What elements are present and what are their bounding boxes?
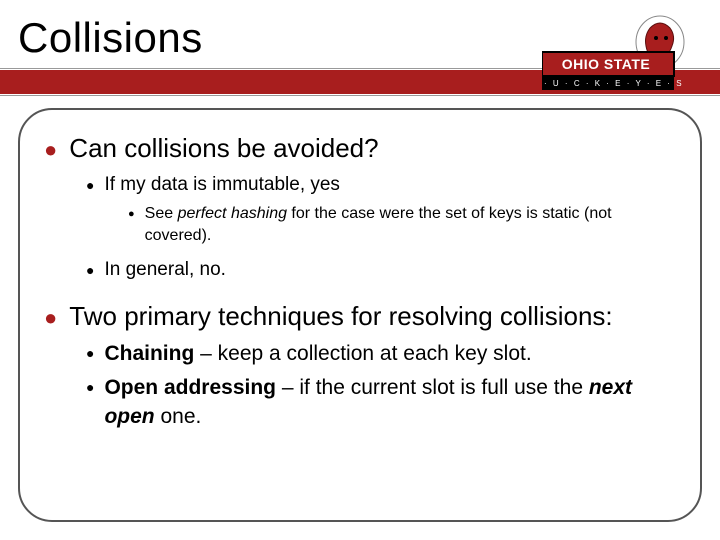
bullet-dot-icon: ● xyxy=(86,261,94,283)
bullet-dot-icon: ● xyxy=(44,136,57,166)
bullet-l2: ● Chaining – keep a collection at each k… xyxy=(86,340,676,368)
logo-top-text: OHIO STATE xyxy=(562,56,650,72)
text-run-bold: Chaining xyxy=(104,342,194,365)
bullet-text: Two primary techniques for resolving col… xyxy=(69,300,676,334)
text-run: – keep a collection at each key slot. xyxy=(194,342,531,365)
bullet-dot-icon: ● xyxy=(86,176,94,198)
bullet-text: See perfect hashing for the case were th… xyxy=(145,203,676,246)
bullet-text: Chaining – keep a collection at each key… xyxy=(104,340,676,368)
text-run-italic: perfect hashing xyxy=(178,205,287,222)
bullet-l1: ● Can collisions be avoided? xyxy=(44,132,676,166)
bullet-dot-icon: ● xyxy=(86,378,94,431)
text-run-bold: Open addressing xyxy=(104,376,276,399)
bullet-l1: ● Two primary techniques for resolving c… xyxy=(44,300,676,334)
text-run: See xyxy=(145,205,178,222)
bullet-l3: ● See perfect hashing for the case were … xyxy=(128,203,676,246)
divider-bottom xyxy=(0,95,720,96)
bullet-text: Open addressing – if the current slot is… xyxy=(104,374,676,431)
bullet-dot-icon: ● xyxy=(86,344,94,368)
text-run: one. xyxy=(155,405,202,428)
bullet-dot-icon: ● xyxy=(128,207,135,246)
bullet-text: Can collisions be avoided? xyxy=(69,132,676,166)
bullet-text: In general, no. xyxy=(104,257,676,283)
bullet-text: If my data is immutable, yes xyxy=(104,172,676,198)
ohio-state-logo: OHIO STATE B · U · C · K · E · Y · E · S xyxy=(542,14,690,94)
bullet-l2: ● In general, no. xyxy=(86,257,676,283)
text-run: – if the current slot is full use the xyxy=(276,376,589,399)
bullet-l2: ● If my data is immutable, yes xyxy=(86,172,676,198)
bullet-l2: ● Open addressing – if the current slot … xyxy=(86,374,676,431)
bullet-dot-icon: ● xyxy=(44,304,57,334)
content-frame: ● Can collisions be avoided? ● If my dat… xyxy=(18,108,702,522)
logo-bottom-text: B · U · C · K · E · Y · E · S xyxy=(542,79,684,88)
